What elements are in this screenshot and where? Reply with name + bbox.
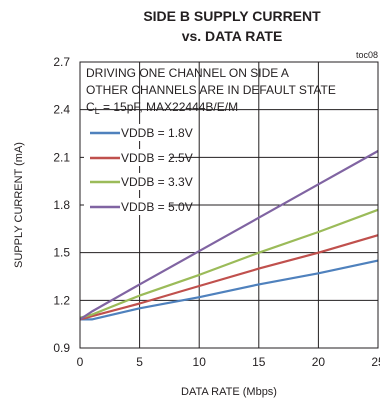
- annotation-line-1: DRIVING ONE CHANNEL ON SIDE A: [86, 66, 289, 80]
- annotation-line-3: CL = 15pF, MAX22444B/E/M: [86, 100, 238, 116]
- x-axis-label: DATA RATE (Mbps): [181, 386, 277, 398]
- x-tick-label: 25: [371, 355, 380, 369]
- series-line-3: [79, 208, 379, 319]
- tick-labels: 0 5 10 15 20 25 0.9 1.2 1.5 1.8 2.1 2.4 2.7: [53, 55, 380, 369]
- cap-value: = 15pF, MAX22444B/E/M: [100, 100, 238, 114]
- cap-symbol: C: [86, 100, 95, 114]
- y-tick-label: 2.4: [53, 103, 70, 117]
- y-tick-label: 2.1: [53, 150, 70, 164]
- data-series: [79, 150, 379, 321]
- y-tick-label: 1.2: [53, 293, 70, 307]
- chart-title: SIDE B SUPPLY CURRENT: [143, 8, 321, 24]
- legend-background: [84, 149, 170, 166]
- legend: VDDB = 1.8V VDDB = 2.5V VDDB = 3.3V VDDB = …: [84, 124, 193, 215]
- legend-label-4: VDDB = 5.0V: [121, 200, 193, 214]
- plot-frame: [79, 61, 379, 349]
- cap-subscript: L: [95, 106, 100, 116]
- y-tick-label: 1.8: [53, 198, 70, 212]
- y-tick-label: 1.5: [53, 246, 70, 260]
- series-line-2: [79, 234, 379, 321]
- x-tick-label: 0: [77, 355, 84, 369]
- legend-label-3: VDDB = 3.3V: [121, 175, 193, 189]
- legend-background: [84, 124, 170, 141]
- series-line-4: [79, 150, 379, 321]
- legend-background: [84, 173, 170, 190]
- x-tick-label: 10: [193, 355, 207, 369]
- annotation: DRIVING ONE CHANNEL ON SIDE A OTHER CHAN…: [86, 66, 336, 116]
- y-tick-label: 0.9: [53, 341, 70, 355]
- legend-label-2: VDDB = 2.5V: [121, 151, 193, 165]
- legend-label-1: VDDB = 1.8V: [121, 126, 193, 140]
- y-tick-label: 2.7: [53, 55, 70, 69]
- x-tick-label: 15: [252, 355, 266, 369]
- figure-code: toc08: [356, 50, 378, 60]
- x-tick-label: 20: [312, 355, 326, 369]
- x-tick-label: 5: [136, 355, 143, 369]
- chart-subtitle: vs. DATA RATE: [182, 28, 283, 44]
- series-line-1: [80, 259, 379, 321]
- annotation-line-2: OTHER CHANNELS ARE IN DEFAULT STATE: [86, 83, 336, 97]
- legend-background: [84, 198, 170, 215]
- y-axis-label: SUPPLY CURRENT (mA): [13, 142, 25, 268]
